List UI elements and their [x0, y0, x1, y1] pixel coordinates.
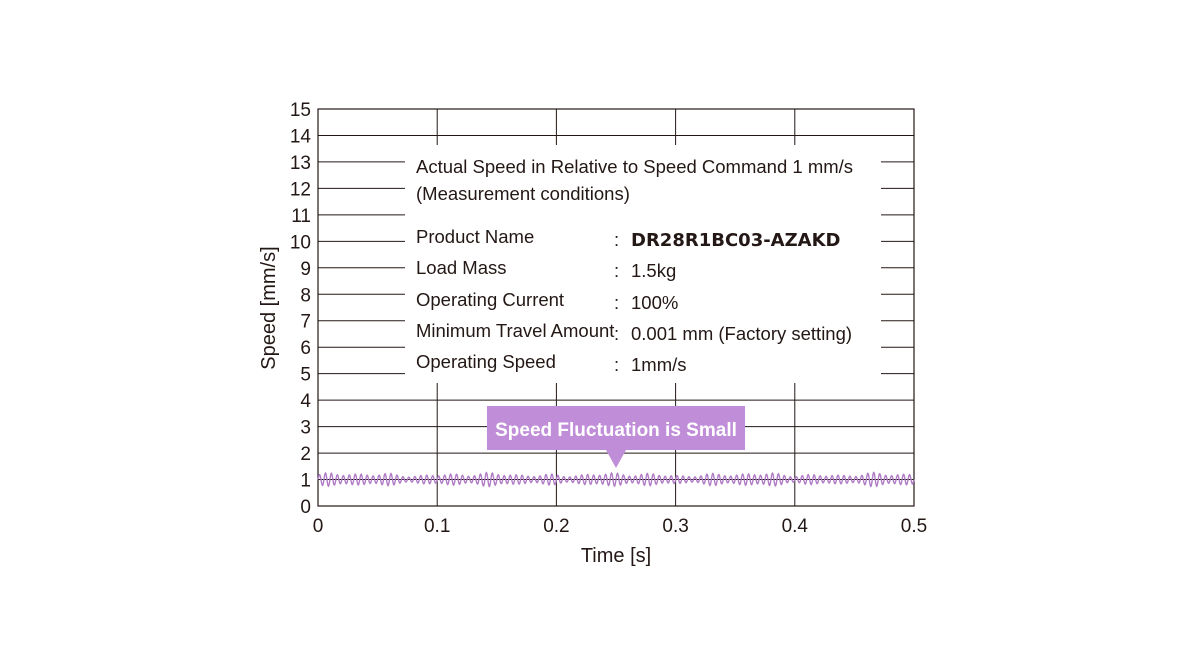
y-tick-label: 3: [300, 418, 311, 439]
y-tick-label: 8: [300, 285, 311, 306]
annotation-row-label: Product Name: [416, 226, 534, 247]
annotation-row-value: 1mm/s: [631, 354, 687, 375]
annotation-box: [405, 145, 881, 383]
annotation-row-separator: :: [614, 292, 619, 313]
y-tick-label: 10: [290, 232, 311, 253]
x-tick-label: 0.5: [901, 516, 927, 537]
annotation-row-separator: :: [614, 260, 619, 281]
callout-text: Speed Fluctuation is Small: [495, 420, 737, 441]
speed-series-line: [317, 471, 915, 488]
annotation-row-label: Operating Speed: [416, 351, 556, 372]
y-tick-label: 13: [290, 153, 311, 174]
y-axis-label: Speed [mm/s]: [258, 246, 280, 369]
y-tick-label: 4: [300, 391, 311, 412]
annotation-row-value: DR28R1BC03-AZAKD: [631, 230, 841, 251]
y-tick-label: 9: [300, 259, 311, 280]
annotation-subtitle: (Measurement conditions): [416, 183, 630, 204]
x-tick-labels: 0 0.1 0.2 0.3 0.4 0.5: [313, 516, 928, 537]
y-tick-label: 11: [291, 206, 311, 227]
x-tick-label: 0.3: [662, 516, 688, 537]
callout: Speed Fluctuation is Small: [487, 406, 745, 468]
annotation-row-separator: :: [614, 354, 619, 375]
y-tick-label: 14: [290, 126, 312, 147]
annotation-row-separator: :: [614, 229, 619, 250]
x-axis-label: Time [s]: [581, 545, 651, 567]
x-tick-label: 0.2: [543, 516, 569, 537]
y-tick-label: 15: [290, 100, 311, 121]
y-tick-label: 2: [300, 444, 311, 465]
y-tick-label: 7: [300, 312, 311, 333]
y-tick-label: 5: [300, 365, 311, 386]
x-tick-label: 0.1: [424, 516, 450, 537]
x-tick-label: 0.4: [782, 516, 809, 537]
callout-box: [487, 406, 745, 450]
plot-frame: [317, 108, 915, 507]
annotation-row-label: Minimum Travel Amount: [416, 320, 614, 341]
callout-pointer: [606, 450, 626, 468]
y-tick-label: 6: [300, 338, 311, 359]
y-tick-label: 0: [300, 497, 311, 518]
annotation-row-value: 0.001 mm (Factory setting): [631, 323, 852, 344]
annotation-row-value: 1.5kg: [631, 260, 676, 281]
annotation-title: Actual Speed in Relative to Speed Comman…: [416, 156, 853, 177]
annotation-row-label: Load Mass: [416, 257, 507, 278]
y-tick-label: 1: [300, 471, 311, 492]
x-tick-label: 0: [313, 516, 324, 537]
annotation-row-value: 100%: [631, 292, 678, 313]
annotation-row-label: Operating Current: [416, 289, 564, 310]
annotation-row-separator: :: [614, 323, 619, 344]
y-tick-label: 12: [290, 179, 311, 200]
series-layer: [317, 471, 915, 488]
